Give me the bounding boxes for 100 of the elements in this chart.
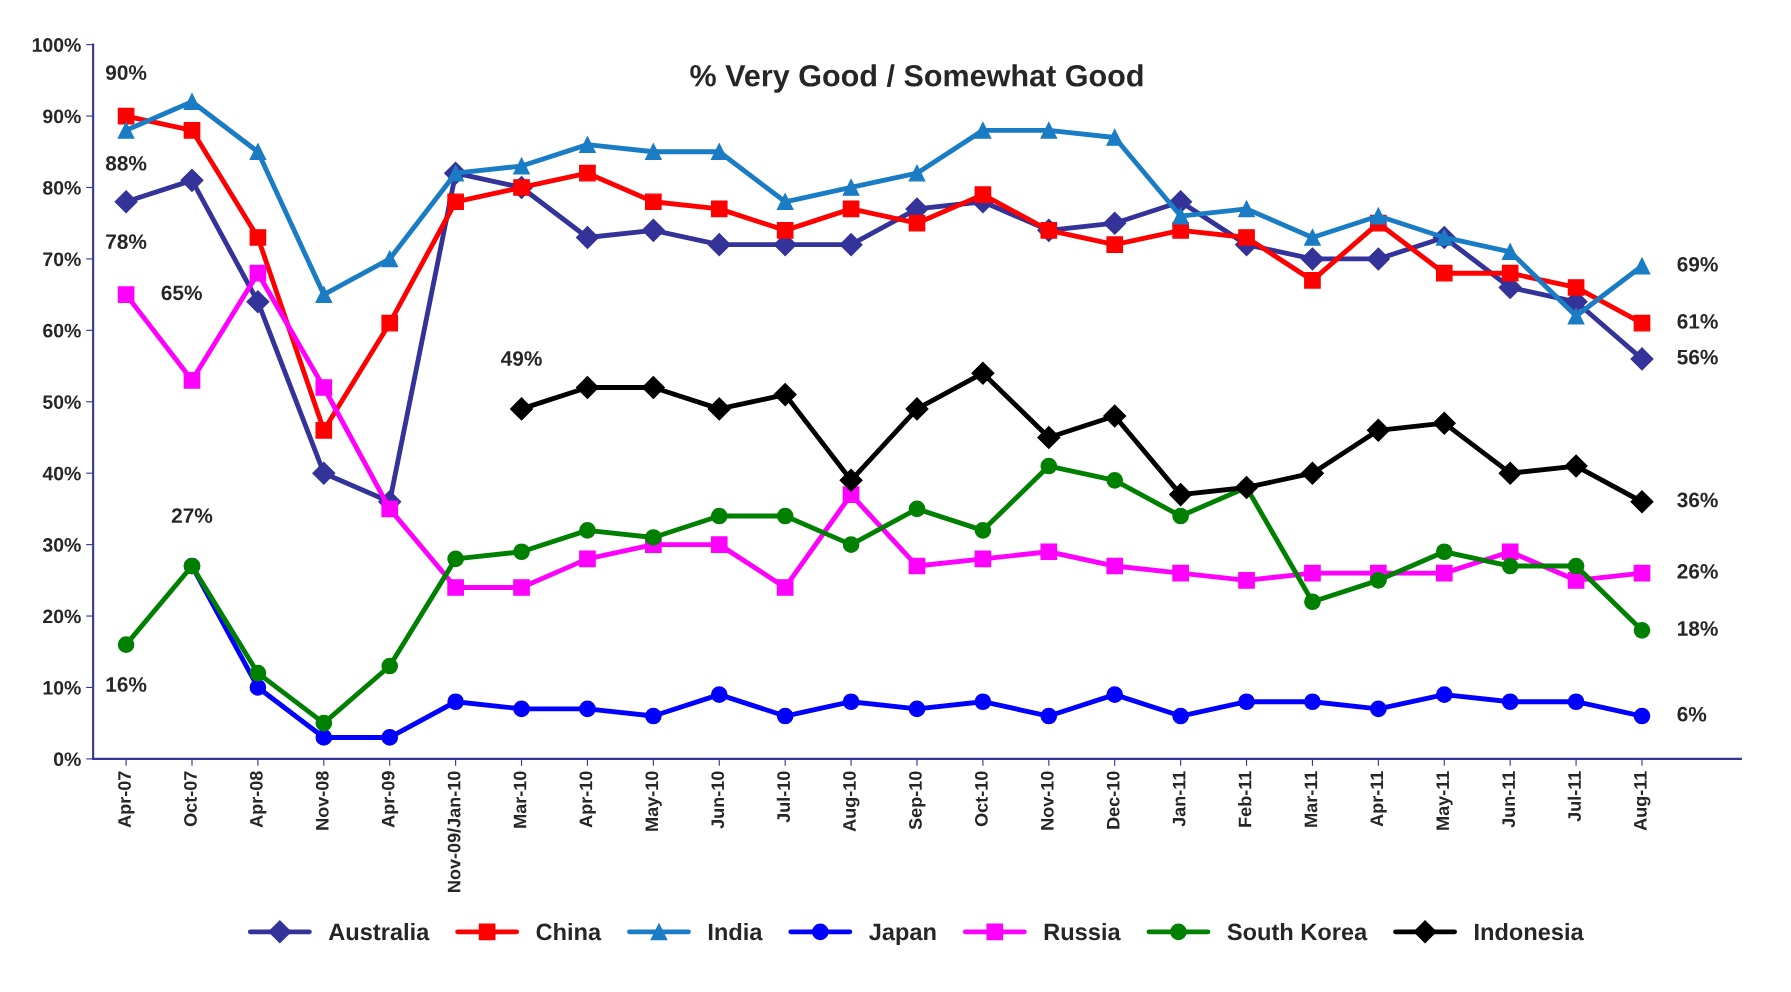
annotation: 36% <box>1677 492 1718 508</box>
point <box>513 543 530 561</box>
point <box>839 468 863 492</box>
point <box>249 143 267 161</box>
point <box>447 550 464 568</box>
x-tick-label: Nov-10 <box>1040 771 1054 830</box>
point <box>710 143 728 161</box>
x-tick-label: Feb-11 <box>1238 771 1252 827</box>
point <box>974 186 992 203</box>
point <box>315 286 333 303</box>
point <box>1304 593 1321 611</box>
point <box>974 550 992 568</box>
point <box>776 193 794 211</box>
point <box>1564 454 1588 478</box>
x-tick-label: May-11 <box>1436 771 1453 830</box>
x-tick-label: Jan-11 <box>1172 771 1186 827</box>
y-tick-label: 30% <box>42 538 81 552</box>
x-tick-label: Nov-08 <box>315 771 329 830</box>
point <box>710 686 728 703</box>
point <box>579 164 596 182</box>
legend-label: South Korea <box>1227 922 1368 941</box>
point <box>1106 557 1124 575</box>
point <box>641 218 665 242</box>
point <box>513 579 530 596</box>
x-tick-label: Mar-11 <box>1304 771 1318 827</box>
point <box>249 664 267 682</box>
point <box>1235 475 1259 499</box>
legend-label: India <box>708 922 763 941</box>
point <box>974 122 992 139</box>
point <box>1498 461 1522 485</box>
point <box>579 521 596 539</box>
point <box>1633 257 1651 275</box>
x-tick-label: Nov-09/Jan-10 <box>447 771 461 892</box>
point <box>447 579 464 596</box>
annotation: 27% <box>171 508 213 523</box>
annotation: 88% <box>105 155 147 171</box>
point <box>1037 425 1061 449</box>
point <box>1567 279 1585 296</box>
y-tick-label: 40% <box>42 466 81 481</box>
point <box>312 461 336 485</box>
point <box>974 693 992 711</box>
point <box>579 700 596 718</box>
x-tick-label: Jun-10 <box>711 771 725 829</box>
point <box>645 707 662 725</box>
text: % Very Good / Somewhat Good <box>690 64 1143 93</box>
point <box>183 371 201 389</box>
point <box>1238 200 1255 218</box>
point <box>773 383 797 407</box>
point <box>776 707 794 725</box>
point <box>645 193 662 211</box>
point <box>842 179 860 196</box>
x-tick-label: Dec-10 <box>1106 771 1120 829</box>
point <box>707 233 731 257</box>
point <box>839 233 863 257</box>
point <box>381 314 399 332</box>
point <box>117 107 135 125</box>
point <box>575 375 599 399</box>
point <box>1304 564 1321 582</box>
point <box>1435 264 1453 282</box>
point <box>114 190 138 214</box>
point <box>1501 693 1519 711</box>
point <box>447 193 464 211</box>
point <box>905 397 929 421</box>
annotation: 56% <box>1677 349 1718 365</box>
point <box>315 421 333 439</box>
point <box>776 579 794 596</box>
x-tick-label: Apr-11 <box>1370 771 1387 827</box>
x-tick-label: Oct-10 <box>974 771 988 827</box>
point <box>645 529 662 546</box>
point <box>645 143 662 161</box>
point <box>381 500 399 518</box>
point <box>1172 507 1189 525</box>
point <box>1432 411 1456 435</box>
point <box>1304 229 1321 246</box>
point <box>381 729 399 746</box>
point <box>447 693 464 711</box>
point <box>510 397 534 421</box>
point <box>1106 471 1124 489</box>
point <box>1630 490 1654 514</box>
point <box>1106 129 1124 146</box>
annotation: 6% <box>1677 706 1707 722</box>
point <box>1633 707 1651 725</box>
y-tick-label: 80% <box>43 180 81 195</box>
point <box>1366 418 1390 442</box>
point <box>249 229 267 246</box>
x-tick-label: Aug-10 <box>843 771 860 832</box>
point <box>249 264 267 282</box>
y-tick-label: 100% <box>32 38 81 52</box>
point <box>971 361 995 385</box>
point <box>641 375 665 399</box>
point <box>1172 707 1189 725</box>
legend-label: China <box>536 922 602 941</box>
point <box>315 729 333 746</box>
point <box>575 225 599 249</box>
point <box>1370 571 1387 589</box>
point <box>1172 564 1189 582</box>
point <box>1172 207 1189 225</box>
point <box>1040 543 1058 561</box>
point <box>117 122 135 139</box>
point <box>1169 483 1193 507</box>
